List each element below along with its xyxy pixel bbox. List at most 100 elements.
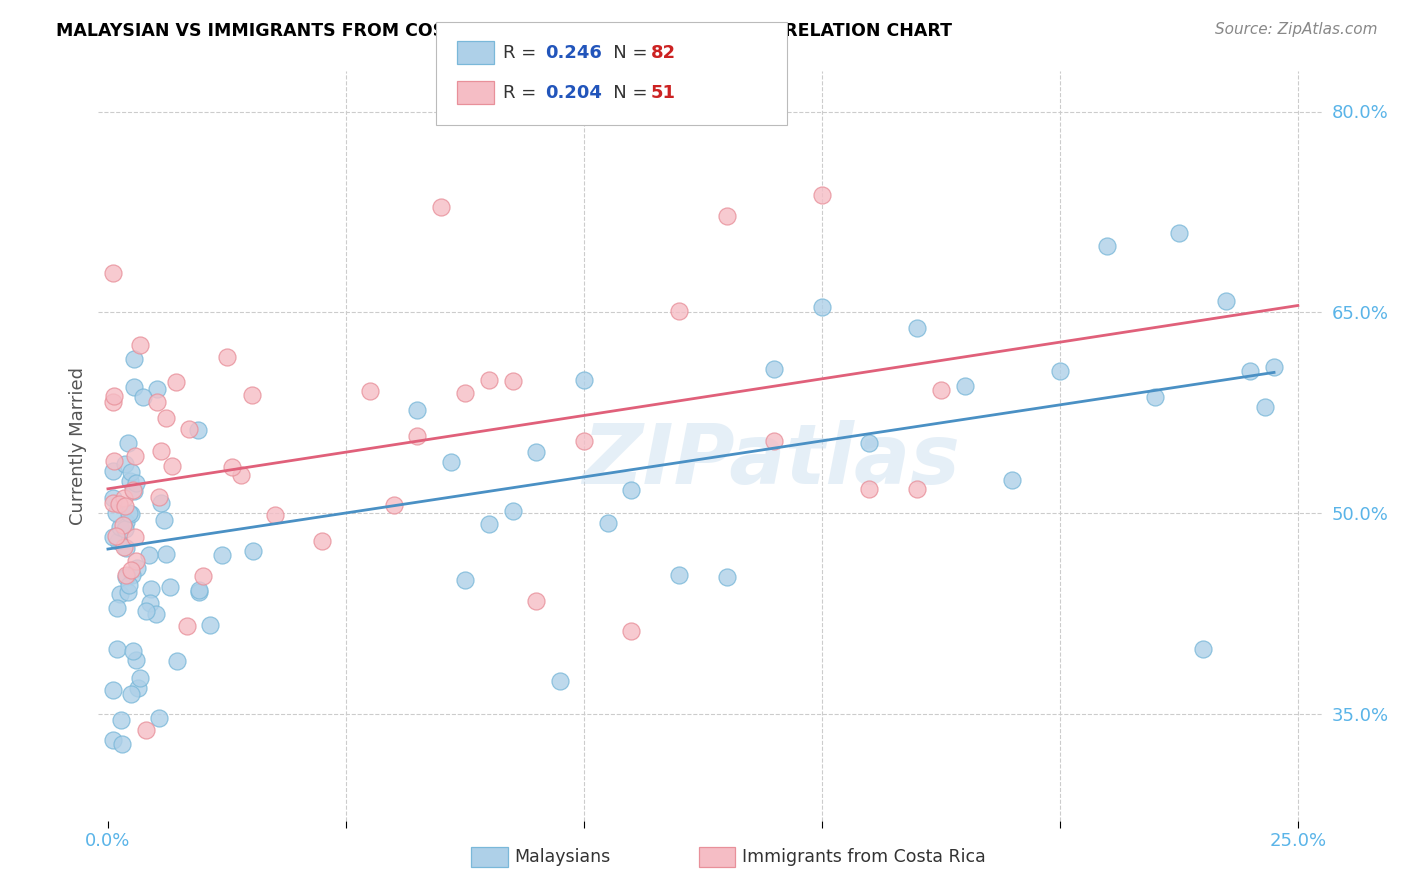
Point: [221, 460, 243, 475]
Point: [763, 434, 786, 449]
Point: [1215, 293, 1237, 308]
Point: [811, 300, 834, 314]
Point: [240, 388, 263, 402]
Point: [104, 529, 127, 543]
Point: [311, 533, 333, 548]
Text: MALAYSIAN VS IMMIGRANTS FROM COSTA RICA CURRENTLY MARRIED CORRELATION CHART: MALAYSIAN VS IMMIGRANTS FROM COSTA RICA …: [56, 22, 952, 40]
Text: Immigrants from Costa Rica: Immigrants from Costa Rica: [742, 848, 986, 866]
Text: R =: R =: [503, 84, 543, 102]
Point: [108, 587, 131, 601]
Point: [141, 582, 163, 596]
Point: [118, 474, 141, 488]
Point: [121, 567, 143, 582]
Point: [101, 266, 124, 280]
Point: [155, 411, 177, 425]
Point: [101, 491, 124, 506]
Text: 0.246: 0.246: [546, 44, 602, 62]
Point: [620, 483, 643, 497]
Point: [1239, 364, 1261, 378]
Point: [905, 321, 928, 335]
Point: [112, 518, 135, 533]
Point: [1097, 239, 1119, 253]
Point: [122, 352, 145, 367]
Point: [188, 583, 211, 598]
Point: [127, 561, 149, 575]
Point: [1253, 401, 1275, 415]
Point: [215, 350, 238, 364]
Point: [105, 601, 128, 615]
Text: N =: N =: [596, 84, 654, 102]
Point: [112, 491, 135, 505]
Point: [406, 402, 429, 417]
Point: [101, 496, 124, 510]
Y-axis label: Currently Married: Currently Married: [69, 367, 87, 525]
Point: [112, 540, 135, 554]
Point: [104, 507, 127, 521]
Point: [211, 548, 233, 562]
Text: 51: 51: [651, 84, 676, 102]
Point: [524, 593, 547, 607]
Point: [176, 619, 198, 633]
Point: [454, 386, 477, 401]
Text: Source: ZipAtlas.com: Source: ZipAtlas.com: [1215, 22, 1378, 37]
Point: [108, 498, 131, 512]
Point: [149, 496, 172, 510]
Point: [101, 395, 124, 409]
Point: [101, 733, 124, 747]
Point: [138, 548, 160, 562]
Point: [145, 607, 167, 621]
Point: [953, 378, 976, 392]
Point: [929, 383, 952, 397]
Point: [155, 547, 177, 561]
Point: [382, 498, 405, 512]
Point: [596, 516, 619, 530]
Point: [524, 445, 547, 459]
Point: [1001, 473, 1024, 487]
Point: [1191, 642, 1213, 657]
Point: [572, 374, 595, 388]
Point: [231, 468, 253, 483]
Point: [359, 384, 381, 398]
Point: [114, 522, 136, 536]
Point: [135, 723, 157, 737]
Text: N =: N =: [596, 44, 654, 62]
Point: [129, 671, 152, 685]
Point: [1049, 364, 1071, 378]
Text: R =: R =: [503, 44, 543, 62]
Point: [127, 681, 149, 695]
Point: [121, 644, 143, 658]
Text: 82: 82: [651, 44, 676, 62]
Point: [146, 395, 169, 409]
Point: [125, 653, 148, 667]
Point: [159, 580, 181, 594]
Text: ZIPatlas: ZIPatlas: [582, 420, 960, 501]
Point: [548, 674, 571, 689]
Point: [122, 483, 145, 497]
Point: [263, 508, 285, 522]
Point: [146, 382, 169, 396]
Point: [115, 515, 138, 529]
Point: [132, 390, 155, 404]
Point: [905, 482, 928, 496]
Point: [188, 585, 211, 599]
Point: [103, 389, 125, 403]
Point: [115, 568, 138, 582]
Point: [148, 711, 170, 725]
Point: [242, 544, 264, 558]
Point: [120, 564, 142, 578]
Point: [502, 374, 524, 388]
Point: [187, 423, 209, 437]
Point: [478, 516, 501, 531]
Point: [160, 459, 183, 474]
Point: [117, 585, 139, 599]
Point: [502, 504, 524, 518]
Point: [103, 530, 125, 544]
Point: [120, 687, 142, 701]
Point: [124, 450, 146, 464]
Point: [117, 435, 139, 450]
Point: [120, 507, 142, 521]
Point: [152, 513, 174, 527]
Point: [165, 375, 187, 389]
Point: [125, 476, 148, 491]
Point: [107, 533, 129, 548]
